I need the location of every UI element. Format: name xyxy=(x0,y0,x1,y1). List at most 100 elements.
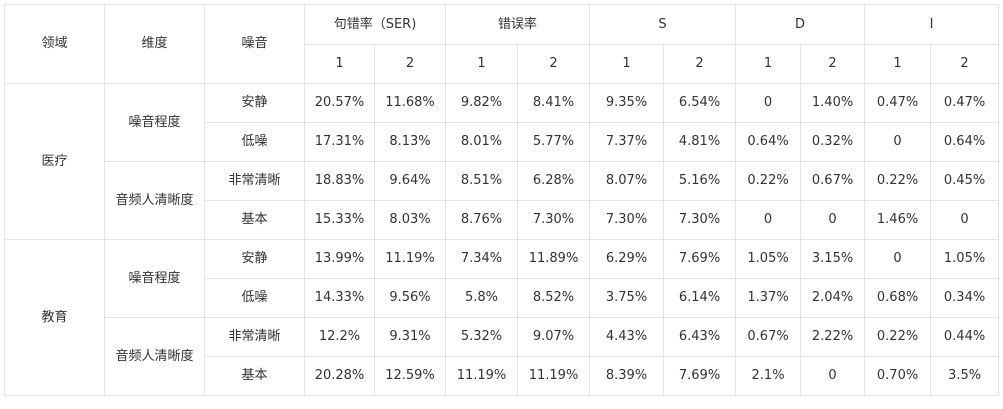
header-sub-2: 2 xyxy=(373,44,447,84)
header-dimension: 维度 xyxy=(104,4,205,84)
value-cell: 0.45% xyxy=(930,161,1000,201)
value-cell: 1.46% xyxy=(864,200,932,240)
value-cell: 6.54% xyxy=(663,83,737,123)
header-noise: 噪音 xyxy=(204,4,305,84)
table-row: 音频人清晰度 非常清晰 12.2% 9.31% 5.32% 9.07% 4.43… xyxy=(5,317,1000,396)
value-cell: 13.99% xyxy=(304,239,375,279)
value-cell: 7.30% xyxy=(589,200,665,240)
header-d: D xyxy=(735,4,866,45)
value-cell: 3.75% xyxy=(589,278,665,318)
value-cell: 0 xyxy=(735,83,802,123)
header-sub-2: 2 xyxy=(517,44,591,84)
dimension-cell: 噪音程度 xyxy=(104,239,205,318)
value-cell: 8.07% xyxy=(589,161,665,201)
value-cell: 6.28% xyxy=(517,161,591,201)
value-cell: 0.44% xyxy=(930,317,1000,357)
value-cell: 0.68% xyxy=(864,278,932,318)
dimension-cell: 音频人清晰度 xyxy=(104,317,205,396)
header-domain: 领域 xyxy=(4,4,105,84)
value-cell: 0.22% xyxy=(735,161,802,201)
header-s: S xyxy=(589,4,737,45)
value-cell: 8.76% xyxy=(445,200,519,240)
noise-cell: 安静 xyxy=(204,83,305,123)
noise-cell: 低噪 xyxy=(204,278,305,318)
noise-cell: 非常清晰 xyxy=(204,317,305,357)
value-cell: 6.43% xyxy=(663,317,737,357)
value-cell: 0.22% xyxy=(864,317,932,357)
value-cell: 8.13% xyxy=(373,122,447,162)
domain-cell: 医疗 xyxy=(4,83,105,240)
value-cell: 3.5% xyxy=(930,356,1000,396)
value-cell: 11.19% xyxy=(373,239,447,279)
header-error-rate: 错误率 xyxy=(445,4,591,45)
value-cell: 0 xyxy=(800,200,866,240)
value-cell: 1.40% xyxy=(800,83,866,123)
value-cell: 9.31% xyxy=(373,317,447,357)
value-cell: 8.41% xyxy=(517,83,591,123)
value-cell: 0.22% xyxy=(864,161,932,201)
value-cell: 1.05% xyxy=(735,239,802,279)
header-ser: 句错率（SER) xyxy=(303,4,447,45)
value-cell: 1.37% xyxy=(735,278,802,318)
value-cell: 0 xyxy=(735,200,802,240)
value-cell: 5.8% xyxy=(445,278,519,318)
value-cell: 17.31% xyxy=(304,122,375,162)
value-cell: 11.19% xyxy=(517,356,591,396)
value-cell: 0.67% xyxy=(800,161,866,201)
header-row-main: 领域 维度 噪音 句错率（SER) 错误率 S D I xyxy=(4,4,1000,84)
header-sub-1: 1 xyxy=(735,44,802,84)
header-i: I xyxy=(864,4,1000,45)
header-sub-2: 2 xyxy=(663,44,737,84)
value-cell: 11.19% xyxy=(445,356,519,396)
value-cell: 5.16% xyxy=(663,161,737,201)
table-row: 教育 噪音程度 安静 13.99% 11.19% 7.34% 11.89% 6.… xyxy=(4,239,1000,396)
noise-cell: 低噪 xyxy=(204,122,305,162)
value-cell: 2.22% xyxy=(800,317,866,357)
table-row: 低噪 14.33% 9.56% 5.8% 8.52% 3.75% 6.14% 1… xyxy=(5,278,1000,318)
value-cell: 0.34% xyxy=(930,278,1000,318)
value-cell: 1.05% xyxy=(930,239,1000,279)
value-cell: 9.56% xyxy=(373,278,447,318)
value-cell: 0 xyxy=(930,200,1000,240)
value-cell: 5.32% xyxy=(445,317,519,357)
value-cell: 18.83% xyxy=(304,161,375,201)
header-sub-1: 1 xyxy=(864,44,932,84)
value-cell: 6.14% xyxy=(663,278,737,318)
value-cell: 9.64% xyxy=(373,161,447,201)
value-cell: 7.30% xyxy=(663,200,737,240)
value-cell: 11.89% xyxy=(517,239,591,279)
header-sub-1: 1 xyxy=(445,44,519,84)
noise-cell: 基本 xyxy=(204,356,305,396)
table-row: 医疗 噪音程度 安静 20.57% 11.68% 9.82% 8.41% 9.3… xyxy=(4,83,1000,240)
value-cell: 0.67% xyxy=(735,317,802,357)
value-cell: 9.82% xyxy=(445,83,519,123)
value-cell: 7.30% xyxy=(517,200,591,240)
value-cell: 7.69% xyxy=(663,356,737,396)
value-cell: 7.34% xyxy=(445,239,519,279)
results-table: 领域 维度 噪音 句错率（SER) 错误率 S D I 1 2 1 2 1 2 … xyxy=(4,4,1000,396)
value-cell: 4.81% xyxy=(663,122,737,162)
value-cell: 4.43% xyxy=(589,317,665,357)
value-cell: 0.47% xyxy=(930,83,1000,123)
table-row: 基本 15.33% 8.03% 8.76% 7.30% 7.30% 7.30% … xyxy=(5,200,1000,240)
value-cell: 0 xyxy=(864,122,932,162)
header-sub-1: 1 xyxy=(589,44,665,84)
header-sub-2: 2 xyxy=(930,44,1000,84)
value-cell: 8.39% xyxy=(589,356,665,396)
value-cell: 9.35% xyxy=(589,83,665,123)
noise-cell: 安静 xyxy=(204,239,305,279)
dimension-cell: 噪音程度 xyxy=(104,83,205,162)
value-cell: 20.57% xyxy=(304,83,375,123)
value-cell: 12.59% xyxy=(373,356,447,396)
table-row: 音频人清晰度 非常清晰 18.83% 9.64% 8.51% 6.28% 8.0… xyxy=(5,161,1000,240)
value-cell: 12.2% xyxy=(304,317,375,357)
value-cell: 0.64% xyxy=(735,122,802,162)
header-sub-2: 2 xyxy=(800,44,866,84)
value-cell: 0 xyxy=(800,356,866,396)
value-cell: 2.1% xyxy=(735,356,802,396)
header-sub-1: 1 xyxy=(304,44,375,84)
value-cell: 0.32% xyxy=(800,122,866,162)
noise-cell: 非常清晰 xyxy=(204,161,305,201)
value-cell: 7.69% xyxy=(663,239,737,279)
value-cell: 7.37% xyxy=(589,122,665,162)
